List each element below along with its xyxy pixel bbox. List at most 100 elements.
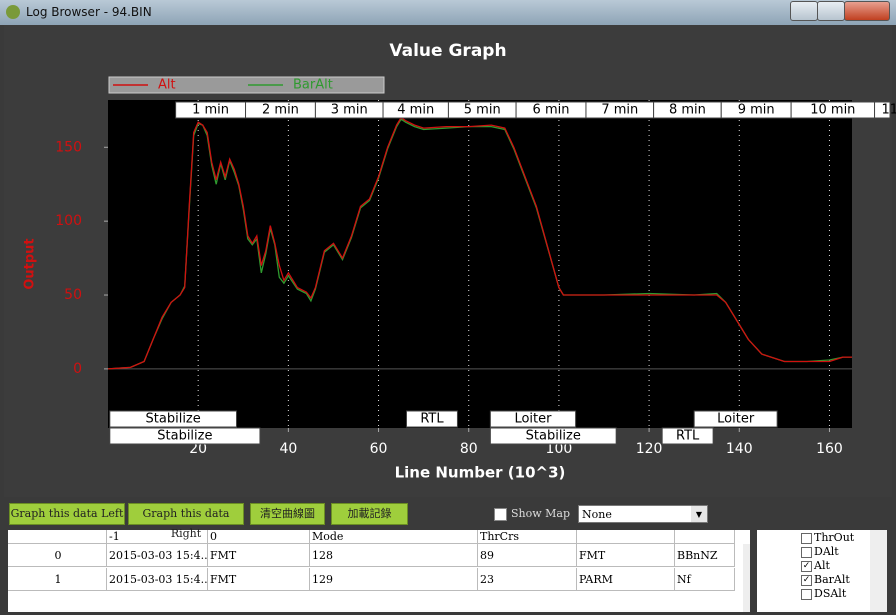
table-cell: PARM	[577, 568, 675, 591]
checkbox[interactable]	[801, 588, 812, 600]
field-item[interactable]: ThrOut	[801, 531, 854, 545]
checkbox[interactable]: ✓	[801, 574, 812, 586]
field-item[interactable]: DSAlt	[801, 587, 846, 601]
mode-box	[406, 410, 458, 428]
time-label: 9 min	[738, 103, 775, 118]
table-cell: FMT	[577, 544, 675, 567]
mode-box	[109, 427, 261, 445]
y-axis-label: Output	[23, 238, 38, 289]
table-cell	[675, 530, 735, 544]
time-label: 1 min	[192, 103, 229, 118]
time-label: 8 min	[669, 103, 706, 118]
legend-label: Alt	[158, 78, 176, 93]
mode-label: Stabilize	[146, 412, 201, 427]
mode-box	[489, 410, 577, 428]
table-cell: FMT	[208, 544, 310, 567]
x-tick-label: 80	[460, 441, 478, 457]
show-map-checkbox[interactable]: Show Map	[494, 507, 570, 521]
field-label: DAlt	[814, 545, 839, 558]
app-icon	[6, 5, 20, 19]
table-cell	[8, 530, 107, 544]
field-label: DSAlt	[814, 587, 847, 600]
field-label: BarAlt	[814, 573, 850, 586]
data-table: -1 0 Mode ThrCrs 0 2015-03-03 15:4... FMT 128 89…	[8, 530, 750, 612]
time-label: 6 min	[533, 103, 570, 118]
x-tick-label: 140	[726, 441, 753, 457]
title-bar: Log Browser - 94.BIN	[0, 0, 896, 25]
time-label: 3 min	[331, 103, 368, 118]
plot-area	[108, 100, 852, 428]
table-cell: Nf	[675, 568, 735, 591]
mode-label: Loiter	[717, 412, 755, 427]
field-label: ThrOut	[814, 531, 855, 544]
button[interactable]: 清空曲線圖	[250, 503, 325, 525]
mode-box	[109, 410, 238, 428]
mode-label: RTL	[420, 412, 444, 427]
button[interactable]: Graph this data Right	[128, 503, 244, 540]
chart: Value Graph Output Line Number (10^3) Al…	[4, 25, 896, 497]
time-box	[874, 101, 891, 119]
table-cell: ThrCrs	[478, 530, 577, 544]
x-tick-label: 100	[546, 441, 573, 457]
dropdown[interactable]: None ▼	[578, 505, 708, 523]
minimize-button[interactable]	[790, 1, 818, 21]
field-list: ThrOut DAlt ✓ Alt ✓ BarAlt DSAlt	[757, 530, 887, 612]
mode-label: Stabilize	[157, 429, 212, 444]
x-tick-label: 120	[636, 441, 663, 457]
checkbox[interactable]	[801, 546, 812, 558]
scrollbar[interactable]	[743, 544, 750, 612]
series-line	[108, 116, 852, 370]
mode-box	[693, 410, 778, 428]
legend-label: BarAlt	[293, 78, 333, 93]
time-label: 10 min	[810, 103, 855, 118]
table-cell: FMT	[208, 568, 310, 591]
plot-lines	[108, 116, 852, 370]
time-label: 2 min	[262, 103, 299, 118]
table-cell: 89	[478, 544, 577, 567]
checkbox[interactable]	[801, 532, 812, 544]
dropdown-value: None	[582, 508, 612, 521]
button[interactable]: 加載記錄	[331, 503, 408, 525]
mode-box	[661, 427, 714, 445]
x-tick-label: 160	[816, 441, 843, 457]
mode-label: RTL	[676, 429, 700, 444]
show-map-label: Show Map	[511, 507, 571, 520]
time-label: 4 min	[397, 103, 434, 118]
table-cell	[577, 530, 675, 544]
table-cell: 1	[8, 568, 107, 591]
field-item[interactable]: ✓ BarAlt	[801, 573, 850, 587]
window-title: Log Browser - 94.BIN	[26, 5, 152, 19]
x-tick-label: 20	[189, 441, 207, 457]
table-cell: 129	[310, 568, 478, 591]
scrollbar[interactable]	[870, 530, 887, 612]
time-label: 5 min	[464, 103, 501, 118]
x-axis-label: Line Number (10^3)	[395, 464, 566, 482]
field-item[interactable]: ✓ Alt	[801, 559, 830, 573]
close-button[interactable]	[844, 1, 890, 21]
time-label: 11	[882, 103, 896, 118]
mode-label: Stabilize	[526, 429, 581, 444]
table-cell: 23	[478, 568, 577, 591]
table-cell: 128	[310, 544, 478, 567]
table-cell: 2015-03-03 15:4...	[107, 544, 208, 567]
mode-label: Loiter	[514, 412, 552, 427]
field-item[interactable]: DAlt	[801, 545, 839, 559]
y-tick-label: 0	[73, 361, 82, 377]
table-cell: 2015-03-03 15:4...	[107, 568, 208, 591]
y-tick-label: 50	[64, 287, 82, 303]
legend	[108, 76, 385, 94]
x-tick-label: 40	[279, 441, 297, 457]
x-tick-label: 60	[370, 441, 388, 457]
button[interactable]: Graph this data Left	[9, 503, 125, 525]
checkbox[interactable]: ✓	[801, 560, 812, 572]
table-cell: 0	[8, 544, 107, 567]
y-tick-label: 100	[55, 213, 82, 229]
table-cell: BBnNZ	[675, 544, 735, 567]
table-cell: -1	[107, 530, 208, 544]
mode-box	[489, 427, 617, 445]
table-cell: Mode	[310, 530, 478, 544]
table-cell: 0	[208, 530, 310, 544]
maximize-button[interactable]	[817, 1, 845, 21]
time-label: 7 min	[601, 103, 638, 118]
